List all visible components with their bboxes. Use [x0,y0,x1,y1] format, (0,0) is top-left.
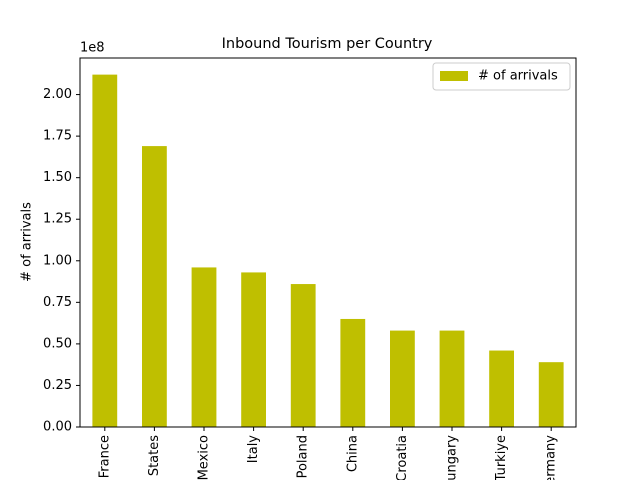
y-tick-label: 1.75 [43,129,72,144]
legend-label: # of arrivals [478,69,558,84]
bar [489,350,514,427]
x-tick-label: Hungary [445,435,460,480]
y-tick-label: 1.50 [43,170,72,185]
bar [142,146,167,427]
axes-frame [79,57,577,428]
x-tick-label: Poland [296,435,311,478]
y-tick-label: 0.50 [43,336,72,351]
y-tick-label: 0.75 [43,295,72,310]
y-offset-label: 1e8 [80,41,105,56]
y-tick-label: 1.25 [43,212,72,227]
bar [241,272,266,427]
y-axis-label: # of arrivals [20,202,35,282]
legend-swatch [440,71,468,81]
chart-title: Inbound Tourism per Country [222,36,433,52]
x-tick-label: Italy [246,435,261,464]
x-tick-label: United States [147,435,162,480]
bar [439,330,465,427]
bar [538,362,564,427]
bar [340,318,366,427]
y-tick-label: 2.00 [43,87,72,102]
legend-box [432,62,571,91]
x-tick-label: Croatia [395,435,410,480]
y-tick-label: 0.25 [43,378,72,393]
x-tick-label: Germany [544,435,559,480]
bar [92,74,118,428]
bar [290,284,316,427]
bar [191,267,217,427]
x-tick-label: China [345,435,360,472]
y-tick-label: 0.00 [43,420,72,435]
y-tick-label: 1.00 [43,253,72,268]
x-tick-label: Mexico [197,435,212,480]
bar [390,330,415,427]
x-tick-label: Turkiye [494,435,509,480]
x-tick-label: France [97,435,112,478]
